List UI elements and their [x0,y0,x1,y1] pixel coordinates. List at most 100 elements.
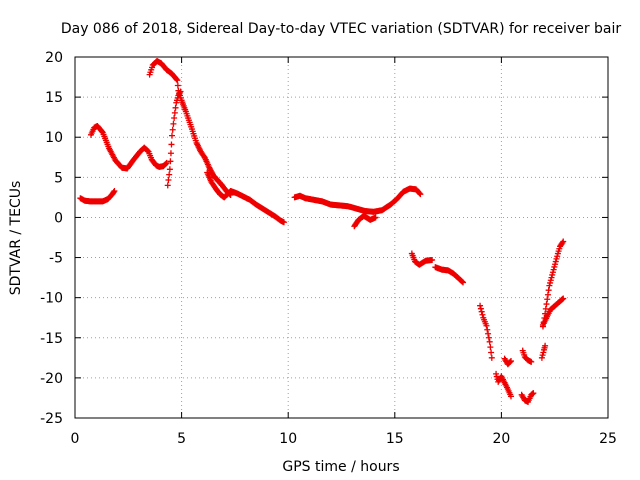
data-point [543,301,550,308]
x-axis-label: GPS time / hours [282,459,399,475]
data-point [417,191,424,198]
data-point [530,390,537,397]
data-point [493,370,500,377]
data-point [559,239,566,246]
y-tick-label: -25 [40,411,63,427]
data-point [488,354,495,361]
data-point [176,89,183,96]
data-point [546,282,553,289]
data-point [164,182,171,189]
x-tick-label: 10 [279,431,297,447]
data-point [507,358,514,365]
data-point [488,349,495,356]
data-point [372,214,379,221]
data-point [174,77,181,84]
data-point [560,238,567,245]
data-point [560,295,567,302]
data-point [545,287,552,294]
data-point [507,358,514,365]
data-point [171,109,178,116]
data-point [559,296,566,303]
data-point [169,126,176,133]
data-point [544,296,551,303]
y-tick-label: -20 [40,371,63,387]
data-point [542,305,549,312]
data-point [538,354,545,361]
y-tick-label: -5 [49,251,63,267]
y-tick-label: -10 [40,291,63,307]
x-tick-label: 15 [386,431,404,447]
data-markers [77,58,567,405]
data-point [429,256,436,263]
data-point [540,349,547,356]
x-tick-label: 25 [599,431,617,447]
data-point [547,279,554,286]
data-point [542,342,549,349]
y-tick-label: 15 [45,90,63,106]
data-point [163,159,170,166]
y-tick-label: 0 [54,210,63,226]
data-point [280,219,287,226]
data-point [460,279,467,286]
data-point [169,132,176,139]
axis-ticks: 0 5 10 15 20 25 -25 -20 -15 -10 -5 0 5 10 15 20 [40,50,617,447]
data-point [485,334,492,341]
data-point [477,302,484,309]
data-point [551,263,558,270]
data-point [170,120,177,127]
data-point [167,158,174,165]
data-point [544,291,551,298]
data-point [528,358,535,365]
data-point [539,323,546,330]
data-point [459,278,466,285]
data-point [167,150,174,157]
data-point [487,344,494,351]
data-point [550,266,557,273]
data-point [483,322,490,329]
grid [75,57,608,418]
data-point [547,277,554,284]
data-point [166,166,173,173]
data-point [486,338,493,345]
data-point [110,189,117,196]
data-point [171,114,178,121]
y-tick-label: 20 [45,50,63,66]
x-tick-label: 5 [177,431,186,447]
data-point [111,187,118,194]
data-point [162,160,169,167]
data-point [542,310,549,317]
data-point [539,352,546,359]
data-point [478,308,485,315]
x-tick-label: 20 [492,431,510,447]
x-tick-label: 0 [71,431,80,447]
plot-frame [74,56,609,419]
data-point [416,190,423,197]
y-tick-label: -15 [40,331,63,347]
data-point [485,330,492,337]
data-point [166,171,173,178]
data-point [477,305,484,312]
y-axis-label: SDTVAR / TECUs [8,181,24,296]
data-point [173,76,180,83]
data-point [165,177,172,184]
data-point [177,88,184,95]
data-point [484,326,491,333]
data-point [554,253,561,260]
data-point [541,314,548,321]
y-tick-label: 5 [54,170,63,186]
data-point [479,311,486,318]
data-point [174,82,181,89]
data-point [540,319,547,326]
y-tick-label: 10 [45,130,63,146]
data-point [553,255,560,262]
data-point [172,104,179,111]
data-point [168,141,175,148]
data-point [548,274,555,281]
data-point [552,261,559,268]
chart-title: Day 086 of 2018, Sidereal Day-to-day VTE… [61,21,622,37]
data-point [507,393,514,400]
data-point [552,258,559,265]
data-point [549,271,556,278]
data-point [549,269,556,276]
